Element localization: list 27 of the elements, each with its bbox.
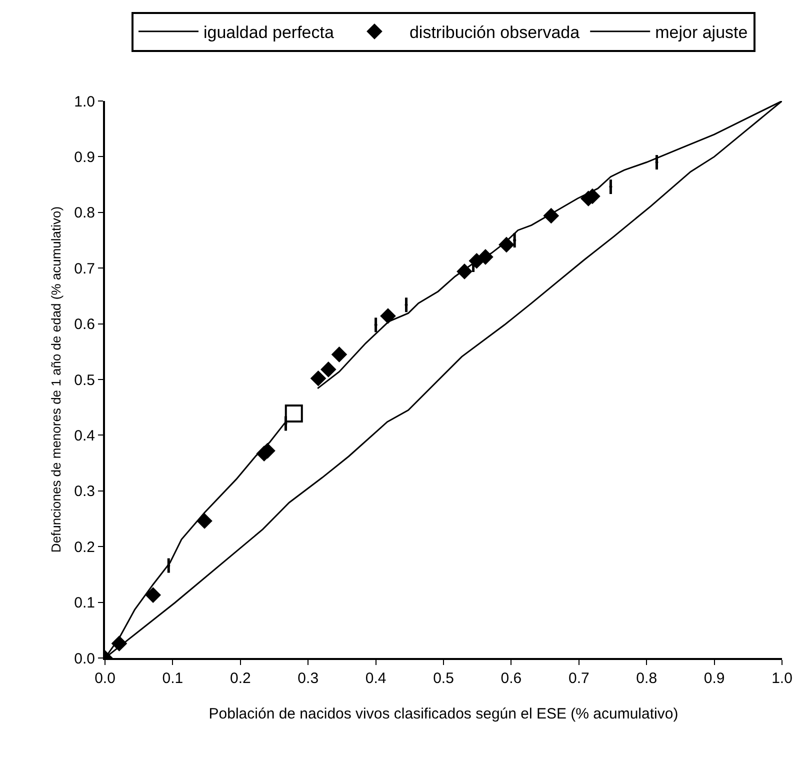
y-tick-label: 1.0 [74, 93, 95, 110]
x-tick-label: 0.2 [230, 670, 251, 687]
x-tick-label: 0.8 [636, 670, 658, 687]
x-axis-title: Población de nacidos vivos clasificados según el ESE (% acumulativo) [208, 706, 678, 722]
legend-label: distribución observada [409, 23, 580, 42]
x-tick-label: 0.7 [568, 670, 590, 687]
y-tick-label: 0.6 [74, 316, 95, 334]
x-tick-label: 0.0 [94, 670, 116, 687]
y-tick-label: 0.7 [74, 260, 95, 278]
y-tick-label: 0.3 [74, 483, 95, 500]
x-tick-label: 1.0 [772, 670, 792, 687]
x-tick-label: 0.4 [365, 670, 386, 687]
x-tick-label: 0.3 [298, 670, 319, 687]
x-tick-label: 0.9 [704, 670, 725, 687]
y-tick-label: 0.9 [74, 148, 95, 166]
y-tick-label: 0.0 [74, 650, 95, 668]
y-tick-label: 0.1 [74, 594, 95, 612]
y-tick-label: 0.4 [74, 427, 95, 444]
y-tick-label: 0.8 [74, 204, 95, 222]
y-tick-label: 0.5 [74, 372, 95, 389]
x-tick-label: 0.1 [162, 670, 184, 687]
legend-label: igualdad perfecta [204, 23, 334, 42]
x-tick-label: 0.6 [500, 670, 522, 687]
y-axis-title: Defunciones de menores de 1 año de edad (% acumulativo) [48, 206, 64, 553]
legend-label: mejor ajuste [655, 23, 748, 42]
x-tick-label: 0.5 [433, 670, 454, 687]
y-tick-label: 0.2 [74, 538, 95, 556]
